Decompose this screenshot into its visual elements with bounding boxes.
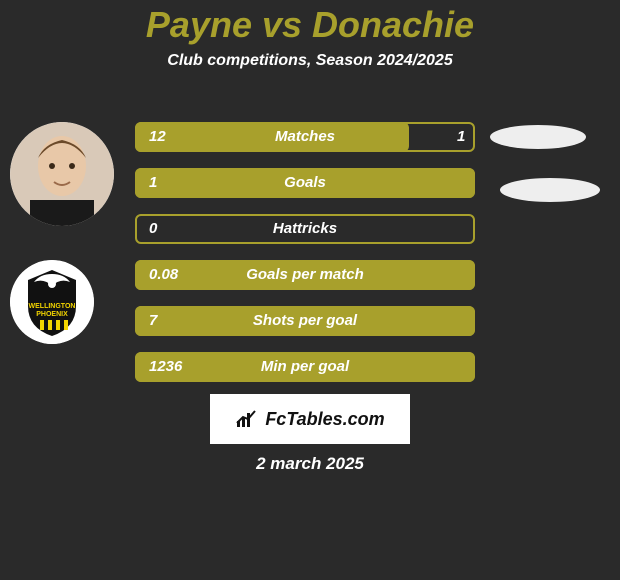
stat-row-matches: 12 Matches 1 xyxy=(135,122,605,152)
svg-text:WELLINGTON: WELLINGTON xyxy=(29,303,76,310)
logo-text: FcTables.com xyxy=(265,409,384,430)
stat-row-goals-per-match: 0.08 Goals per match xyxy=(135,260,605,290)
stat-row-min-per-goal: 1236 Min per goal xyxy=(135,352,605,382)
stat-label: Goals xyxy=(135,168,475,198)
stats-bars: 12 Matches 1 1 Goals 0 Hattricks 0.08 Go… xyxy=(135,122,605,398)
stat-row-goals: 1 Goals xyxy=(135,168,605,198)
stat-row-hattricks: 0 Hattricks xyxy=(135,214,605,244)
stat-label: Shots per goal xyxy=(135,306,475,336)
player2-avatar: WELLINGTON PHOENIX xyxy=(10,260,94,344)
stat-label: Matches xyxy=(135,122,475,152)
comparison-title: Payne vs Donachie xyxy=(0,0,620,46)
snapshot-date: 2 march 2025 xyxy=(0,454,620,474)
stat-label: Hattricks xyxy=(135,214,475,244)
svg-text:PHOENIX: PHOENIX xyxy=(36,311,68,318)
chart-icon xyxy=(235,409,261,429)
stat-right-value: 1 xyxy=(457,122,465,152)
player1-avatar xyxy=(10,122,114,226)
stat-row-shots-per-goal: 7 Shots per goal xyxy=(135,306,605,336)
fctables-logo: FcTables.com xyxy=(210,394,410,444)
stat-label: Min per goal xyxy=(135,352,475,382)
stat-label: Goals per match xyxy=(135,260,475,290)
comparison-subtitle: Club competitions, Season 2024/2025 xyxy=(0,52,620,70)
